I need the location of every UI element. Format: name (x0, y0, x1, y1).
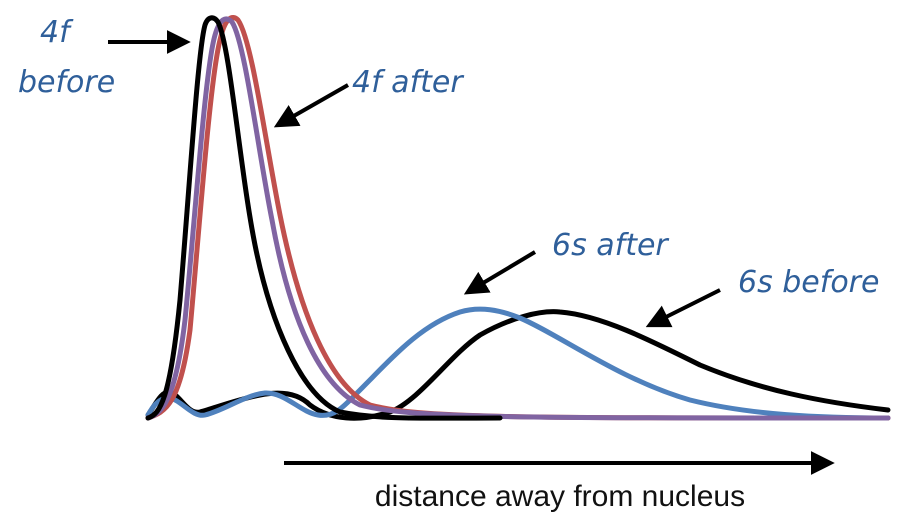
series-4f-after-curve (145, 15, 891, 421)
series-6s-after-curve (145, 306, 891, 421)
arrow-6s-before (645, 288, 721, 328)
series-4f-peak-black-curve (145, 15, 503, 421)
series-4f-before-curve (145, 16, 891, 421)
annotation-6s-before: 6s before (738, 265, 879, 300)
annotation-4f-before-line1: 4f (40, 15, 74, 50)
annotation-4f-after: 4f after (352, 65, 464, 100)
arrow-6s-after (463, 250, 537, 295)
series-6s-before-curve (145, 309, 891, 421)
annotation-4f-before-line2: before (18, 65, 115, 100)
arrow-4f-after (273, 83, 349, 128)
x-axis-label: distance away from nucleus (375, 480, 745, 513)
annotation-6s-after: 6s after (552, 228, 669, 263)
